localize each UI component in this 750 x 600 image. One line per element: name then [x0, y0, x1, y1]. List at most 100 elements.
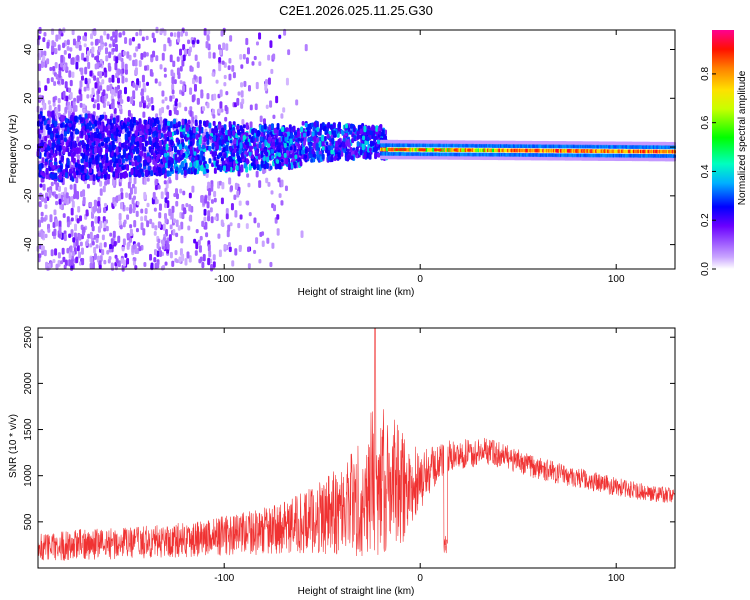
heatmap-cell — [189, 110, 193, 117]
heatmap-cell — [49, 173, 53, 179]
heatmap-cell — [219, 89, 223, 97]
heatmap-cell — [94, 39, 98, 46]
heatmap-cell — [287, 163, 291, 171]
heatmap-cell — [212, 261, 216, 268]
heatmap-cell — [190, 66, 194, 72]
heatmap-cell — [241, 98, 245, 105]
heatmap-cell — [71, 71, 75, 78]
heatmap-cell — [143, 261, 147, 268]
heatmap-cell — [273, 127, 277, 134]
heatmap-cell — [275, 138, 279, 145]
heatmap-cell — [180, 221, 184, 230]
heatmap-cell — [237, 155, 241, 162]
heatmap-cell — [143, 87, 147, 93]
heatmap-cell — [204, 221, 208, 230]
heatmap-cell — [52, 102, 56, 107]
heatmap-cell — [202, 106, 206, 112]
heatmap-cell — [290, 132, 294, 139]
heatmap-cell — [147, 102, 151, 107]
heatmap-cell — [156, 261, 160, 269]
heatmap-cell — [221, 127, 225, 134]
heatmap-cell — [173, 130, 177, 136]
heatmap-cell — [176, 56, 180, 62]
heatmap-cell — [87, 61, 91, 69]
heatmap-cell — [317, 130, 321, 136]
heatmap-cell — [325, 141, 329, 146]
heatmap-cell — [327, 122, 331, 129]
heatmap-cell — [258, 61, 262, 67]
heatmap-cell — [117, 125, 121, 130]
heatmap-cell — [58, 220, 62, 229]
heatmap-cell — [206, 93, 210, 100]
heatmap-cell — [83, 43, 87, 48]
heatmap-cell — [107, 124, 111, 130]
heatmap-cell — [102, 169, 106, 175]
heatmap-cell — [281, 126, 285, 133]
heatmap-cell — [228, 242, 232, 247]
spectrogram-x-tick-label: 100 — [608, 274, 625, 285]
heatmap-cell — [166, 136, 170, 142]
heatmap-cell — [104, 114, 108, 121]
heatmap-cell — [164, 261, 168, 266]
heatmap-cell — [326, 133, 330, 139]
heatmap-cell — [37, 87, 41, 93]
heatmap-cell — [225, 208, 229, 215]
heatmap-cell — [82, 189, 86, 197]
heatmap-cell — [62, 90, 66, 99]
heatmap-cell — [294, 154, 298, 160]
heatmap-cell — [318, 136, 322, 141]
heatmap-cell — [99, 180, 103, 187]
heatmap-cell — [188, 204, 192, 212]
heatmap-cell — [260, 150, 264, 158]
heatmap-cell — [272, 53, 276, 60]
heatmap-cell — [127, 131, 131, 138]
heatmap-cell — [189, 149, 193, 155]
heatmap-cell — [207, 210, 211, 218]
spectrogram-x-tick-label: 0 — [417, 274, 423, 285]
heatmap-cell — [272, 114, 276, 120]
heatmap-cell — [124, 36, 128, 44]
heatmap-cell — [50, 133, 54, 138]
heatmap-cell — [157, 124, 161, 131]
heatmap-cell — [114, 43, 118, 52]
heatmap-cell — [99, 70, 103, 79]
heatmap-cell — [240, 82, 244, 88]
heatmap-cell — [75, 40, 79, 49]
heatmap-cell — [255, 237, 259, 245]
heatmap-cell — [208, 250, 212, 258]
heatmap-cell — [129, 120, 133, 128]
heatmap-cell — [85, 143, 89, 151]
heatmap-cell — [359, 128, 363, 135]
heatmap-cell — [89, 94, 93, 99]
heatmap-cell — [315, 143, 319, 151]
heatmap-cell — [88, 161, 92, 169]
heatmap-cell — [197, 239, 201, 246]
heatmap-cell — [86, 50, 90, 56]
heatmap-cell — [233, 194, 237, 200]
heatmap-cell — [199, 256, 203, 262]
heatmap-cell — [109, 115, 113, 121]
heatmap-cell — [218, 56, 222, 63]
heatmap-cell — [76, 218, 80, 224]
heatmap-cell — [274, 165, 278, 170]
heatmap-cell — [120, 202, 124, 210]
heatmap-cell — [77, 251, 81, 259]
heatmap-cell — [211, 108, 215, 115]
heatmap-cell — [160, 191, 164, 200]
heatmap-cell — [157, 238, 161, 244]
heatmap-cell — [130, 96, 134, 105]
heatmap-cell — [143, 119, 147, 125]
heatmap-cell — [218, 63, 222, 72]
heatmap-cell — [220, 108, 224, 113]
heatmap-cell — [44, 233, 48, 239]
heatmap-cell — [164, 118, 168, 126]
heatmap-cell — [44, 142, 48, 148]
heatmap-cell — [153, 118, 157, 124]
heatmap-cell — [184, 118, 188, 125]
heatmap-cell — [76, 95, 80, 104]
heatmap-cell — [92, 103, 96, 109]
heatmap-cell — [53, 209, 57, 216]
heatmap-cell — [369, 130, 373, 136]
heatmap-cell — [269, 40, 273, 48]
